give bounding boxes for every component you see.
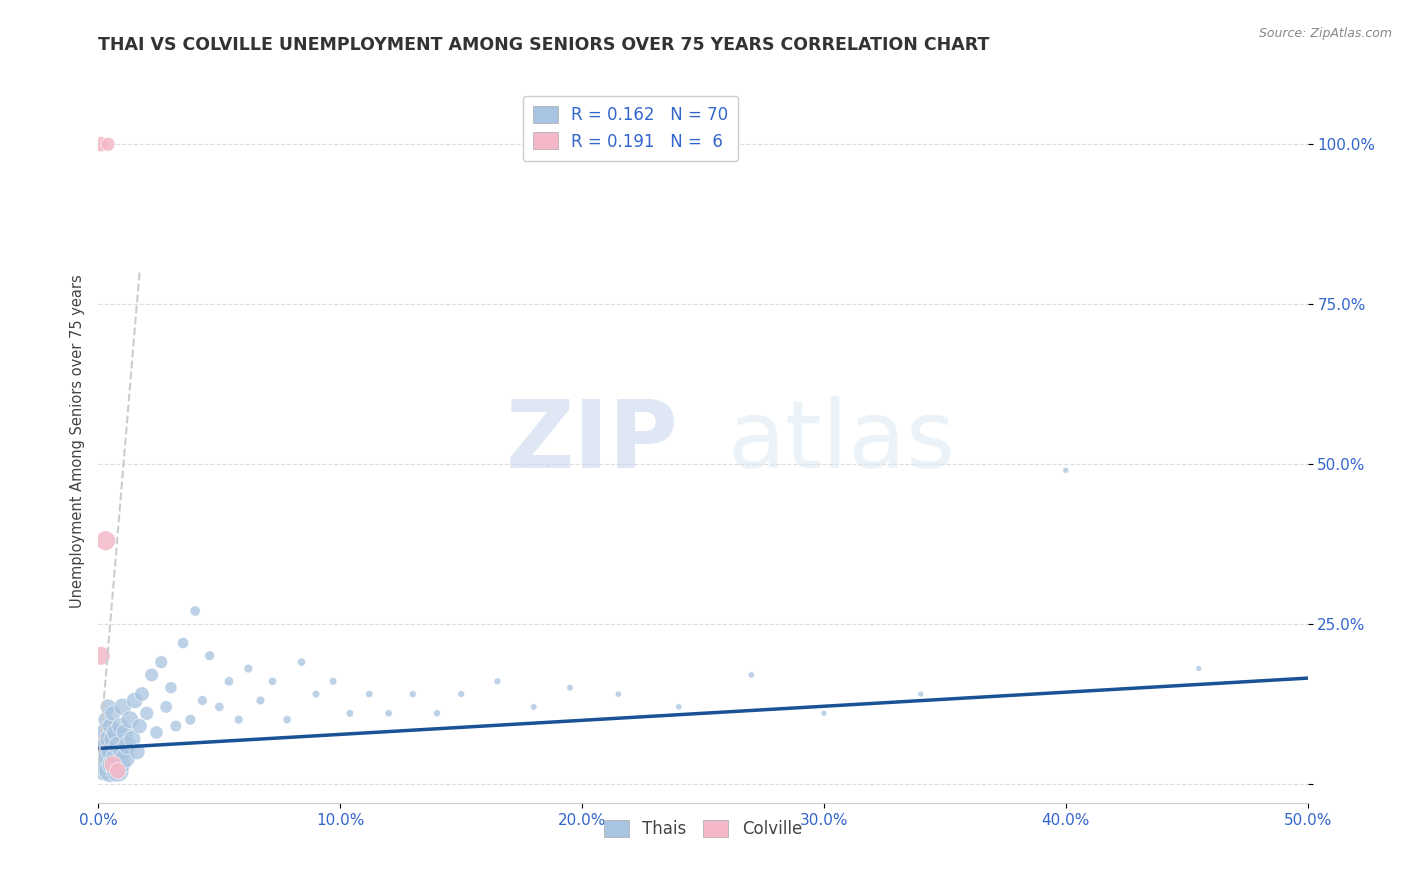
Point	[97, 137, 120, 152]
Point	[94, 533, 117, 548]
Point	[108, 719, 131, 733]
Point	[100, 719, 122, 733]
Point	[104, 751, 127, 765]
Point	[558, 681, 581, 695]
Point	[100, 745, 122, 759]
Point	[145, 725, 167, 739]
Point	[107, 764, 129, 778]
Point	[155, 699, 177, 714]
Point	[124, 693, 146, 707]
Point	[377, 706, 399, 721]
Point	[101, 706, 124, 721]
Point	[276, 713, 298, 727]
Text: ZIP: ZIP	[506, 395, 679, 488]
Point	[97, 731, 120, 746]
Point	[111, 745, 134, 759]
Point	[118, 713, 141, 727]
Point	[1054, 463, 1077, 477]
Text: THAI VS COLVILLE UNEMPLOYMENT AMONG SENIORS OVER 75 YEARS CORRELATION CHART: THAI VS COLVILLE UNEMPLOYMENT AMONG SENI…	[98, 36, 990, 54]
Point	[450, 687, 472, 701]
Point	[114, 725, 136, 739]
Point	[740, 668, 762, 682]
Point	[165, 719, 187, 733]
Point	[91, 725, 114, 739]
Point	[90, 648, 112, 663]
Point	[97, 751, 120, 765]
Point	[111, 699, 134, 714]
Point	[94, 713, 117, 727]
Point	[121, 731, 143, 746]
Point	[141, 668, 163, 682]
Point	[117, 738, 139, 752]
Point	[101, 731, 124, 746]
Point	[486, 674, 509, 689]
Point	[359, 687, 381, 701]
Point	[128, 719, 150, 733]
Point	[90, 745, 112, 759]
Point	[184, 604, 207, 618]
Point	[339, 706, 361, 721]
Point	[101, 757, 124, 772]
Point	[668, 699, 690, 714]
Point	[249, 693, 271, 707]
Point	[127, 745, 149, 759]
Point	[1188, 661, 1211, 675]
Point	[305, 687, 328, 701]
Point	[90, 137, 112, 152]
Point	[179, 713, 201, 727]
Y-axis label: Unemployment Among Seniors over 75 years: Unemployment Among Seniors over 75 years	[69, 275, 84, 608]
Point	[208, 699, 231, 714]
Point	[131, 687, 153, 701]
Point	[150, 655, 173, 669]
Point	[218, 674, 240, 689]
Point	[290, 655, 312, 669]
Point	[107, 764, 129, 778]
Point	[262, 674, 284, 689]
Point	[107, 738, 129, 752]
Point	[114, 751, 136, 765]
Point	[100, 764, 122, 778]
Point	[104, 725, 127, 739]
Point	[108, 757, 131, 772]
Point	[607, 687, 630, 701]
Legend: Thais, Colville: Thais, Colville	[598, 814, 808, 845]
Point	[172, 636, 194, 650]
Point	[160, 681, 183, 695]
Point	[402, 687, 425, 701]
Point	[97, 699, 120, 714]
Point	[426, 706, 449, 721]
Text: Source: ZipAtlas.com: Source: ZipAtlas.com	[1258, 27, 1392, 40]
Point	[238, 661, 260, 675]
Point	[94, 757, 117, 772]
Point	[135, 706, 157, 721]
Point	[910, 687, 932, 701]
Point	[91, 764, 114, 778]
Point	[191, 693, 214, 707]
Point	[198, 648, 221, 663]
Point	[228, 713, 250, 727]
Point	[94, 738, 117, 752]
Point	[813, 706, 835, 721]
Point	[523, 699, 546, 714]
Text: atlas: atlas	[727, 395, 956, 488]
Point	[322, 674, 344, 689]
Point	[101, 757, 124, 772]
